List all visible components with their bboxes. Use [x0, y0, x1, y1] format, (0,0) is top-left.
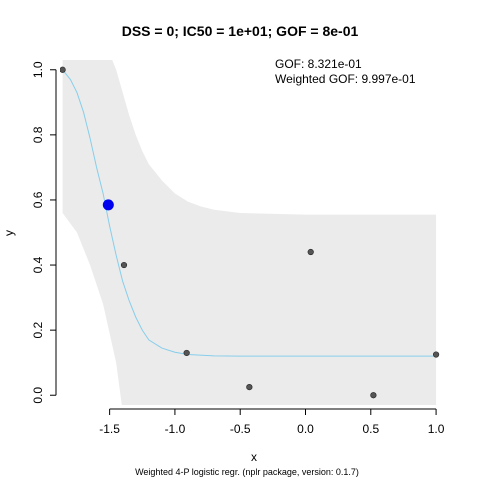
x-tick-label: 1.0	[428, 422, 445, 436]
ic50-marker	[102, 199, 114, 211]
y-tick-label: 0.8	[31, 126, 45, 143]
data-point	[307, 248, 314, 256]
x-axis: -1.5 -1.0 -0.5 0.0 0.5 1.0	[99, 408, 445, 436]
data-points	[60, 66, 440, 399]
x-tick-label: -1.5	[99, 422, 120, 436]
data-point	[60, 66, 66, 73]
plot-area	[60, 60, 440, 405]
data-point	[183, 349, 190, 357]
weighted-gof-annotation: Weighted GOF: 9.997e-01	[275, 72, 416, 86]
y-tick-label: 0.4	[31, 256, 45, 273]
y-tick-label: 0.6	[31, 191, 45, 208]
fitted-curve	[62, 69, 437, 357]
y-axis-label: y	[2, 230, 16, 236]
y-tick-label: 0.2	[31, 321, 45, 338]
data-point	[370, 392, 377, 399]
y-tick-label: 0.0	[31, 387, 45, 404]
x-tick-label: -0.5	[230, 422, 251, 436]
data-point	[246, 383, 253, 391]
data-point	[120, 261, 128, 269]
chart-title: DSS = 0; IC50 = 1e+01; GOF = 8e-01	[122, 23, 359, 39]
chart-footer: Weighted 4-P logistic regr. (nplr packag…	[135, 467, 359, 477]
y-axis: 0.0 0.2 0.4 0.6 0.8 1.0	[31, 61, 57, 404]
confidence-band	[62, 60, 437, 405]
y-tick-label: 1.0	[31, 61, 45, 78]
x-tick-label: -1.0	[165, 422, 186, 436]
data-point	[432, 351, 440, 358]
x-axis-label: x	[251, 450, 257, 464]
x-tick-label: 0.0	[297, 422, 314, 436]
gof-annotation: GOF: 8.321e-01	[275, 57, 362, 71]
x-tick-label: 0.5	[362, 422, 379, 436]
